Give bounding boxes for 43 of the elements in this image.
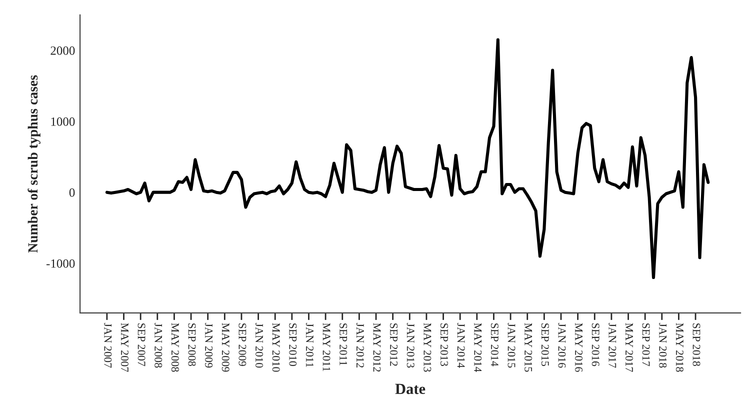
x-tick-label: MAY 2014 — [474, 323, 482, 372]
x-tick-label: MAY 2009 — [222, 323, 230, 372]
x-tick-label: MAY 2011 — [322, 323, 330, 372]
x-tick-label: MAY 2018 — [676, 323, 684, 372]
y-tick-label: 1000 — [51, 117, 75, 126]
y-tick-label: 0 — [69, 188, 75, 197]
x-tick-label: MAY 2016 — [575, 323, 583, 372]
x-tick-label: JAN 2013 — [406, 322, 414, 368]
x-tick-label: SEP 2015 — [541, 323, 549, 366]
x-tick-label: JAN 2014 — [457, 322, 465, 368]
x-axis-title: Date — [395, 384, 426, 394]
x-tick-label: MAY 2008 — [171, 323, 179, 372]
x-tick-label: JAN 2007 — [104, 322, 112, 368]
x-tick-label: MAY 2015 — [524, 323, 532, 372]
x-tick-label: JAN 2017 — [608, 322, 616, 368]
x-tick-label: JAN 2008 — [154, 322, 162, 368]
x-tick-label: JAN 2010 — [256, 322, 264, 368]
x-tick-label: JAN 2018 — [659, 322, 667, 368]
x-tick-label: JAN 2012 — [356, 322, 364, 368]
x-tick-label: MAY 2007 — [120, 323, 128, 372]
x-tick-label: JAN 2011 — [306, 322, 314, 367]
x-tick-label: JAN 2009 — [205, 322, 213, 368]
y-axis-title: Number of scrub typhus cases — [28, 75, 40, 253]
x-tick-label: SEP 2009 — [238, 323, 246, 366]
x-tick-label: JAN 2016 — [558, 322, 566, 368]
x-tick-label: MAY 2013 — [424, 323, 432, 372]
x-tick-label: SEP 2016 — [592, 323, 600, 366]
line-series — [105, 38, 710, 280]
x-tick-label: SEP 2012 — [390, 323, 398, 366]
x-tick-label: SEP 2017 — [642, 323, 650, 366]
x-tick-label: MAY 2010 — [272, 323, 280, 372]
x-tick-label: SEP 2014 — [490, 323, 498, 366]
x-tick-label: SEP 2018 — [692, 323, 700, 366]
y-tick-label: -1000 — [46, 259, 75, 268]
x-tick-label: SEP 2008 — [188, 323, 196, 366]
y-tick-label: 2000 — [50, 46, 75, 55]
x-tick-label: MAY 2012 — [373, 323, 381, 372]
x-tick-label: SEP 2011 — [340, 323, 348, 366]
x-tick-label: SEP 2010 — [289, 323, 297, 366]
x-tick-label: SEP 2013 — [440, 323, 448, 366]
x-tick-label: MAY 2017 — [625, 323, 633, 372]
x-tick-label: SEP 2007 — [138, 323, 146, 366]
x-tick-label: JAN 2015 — [508, 322, 516, 368]
